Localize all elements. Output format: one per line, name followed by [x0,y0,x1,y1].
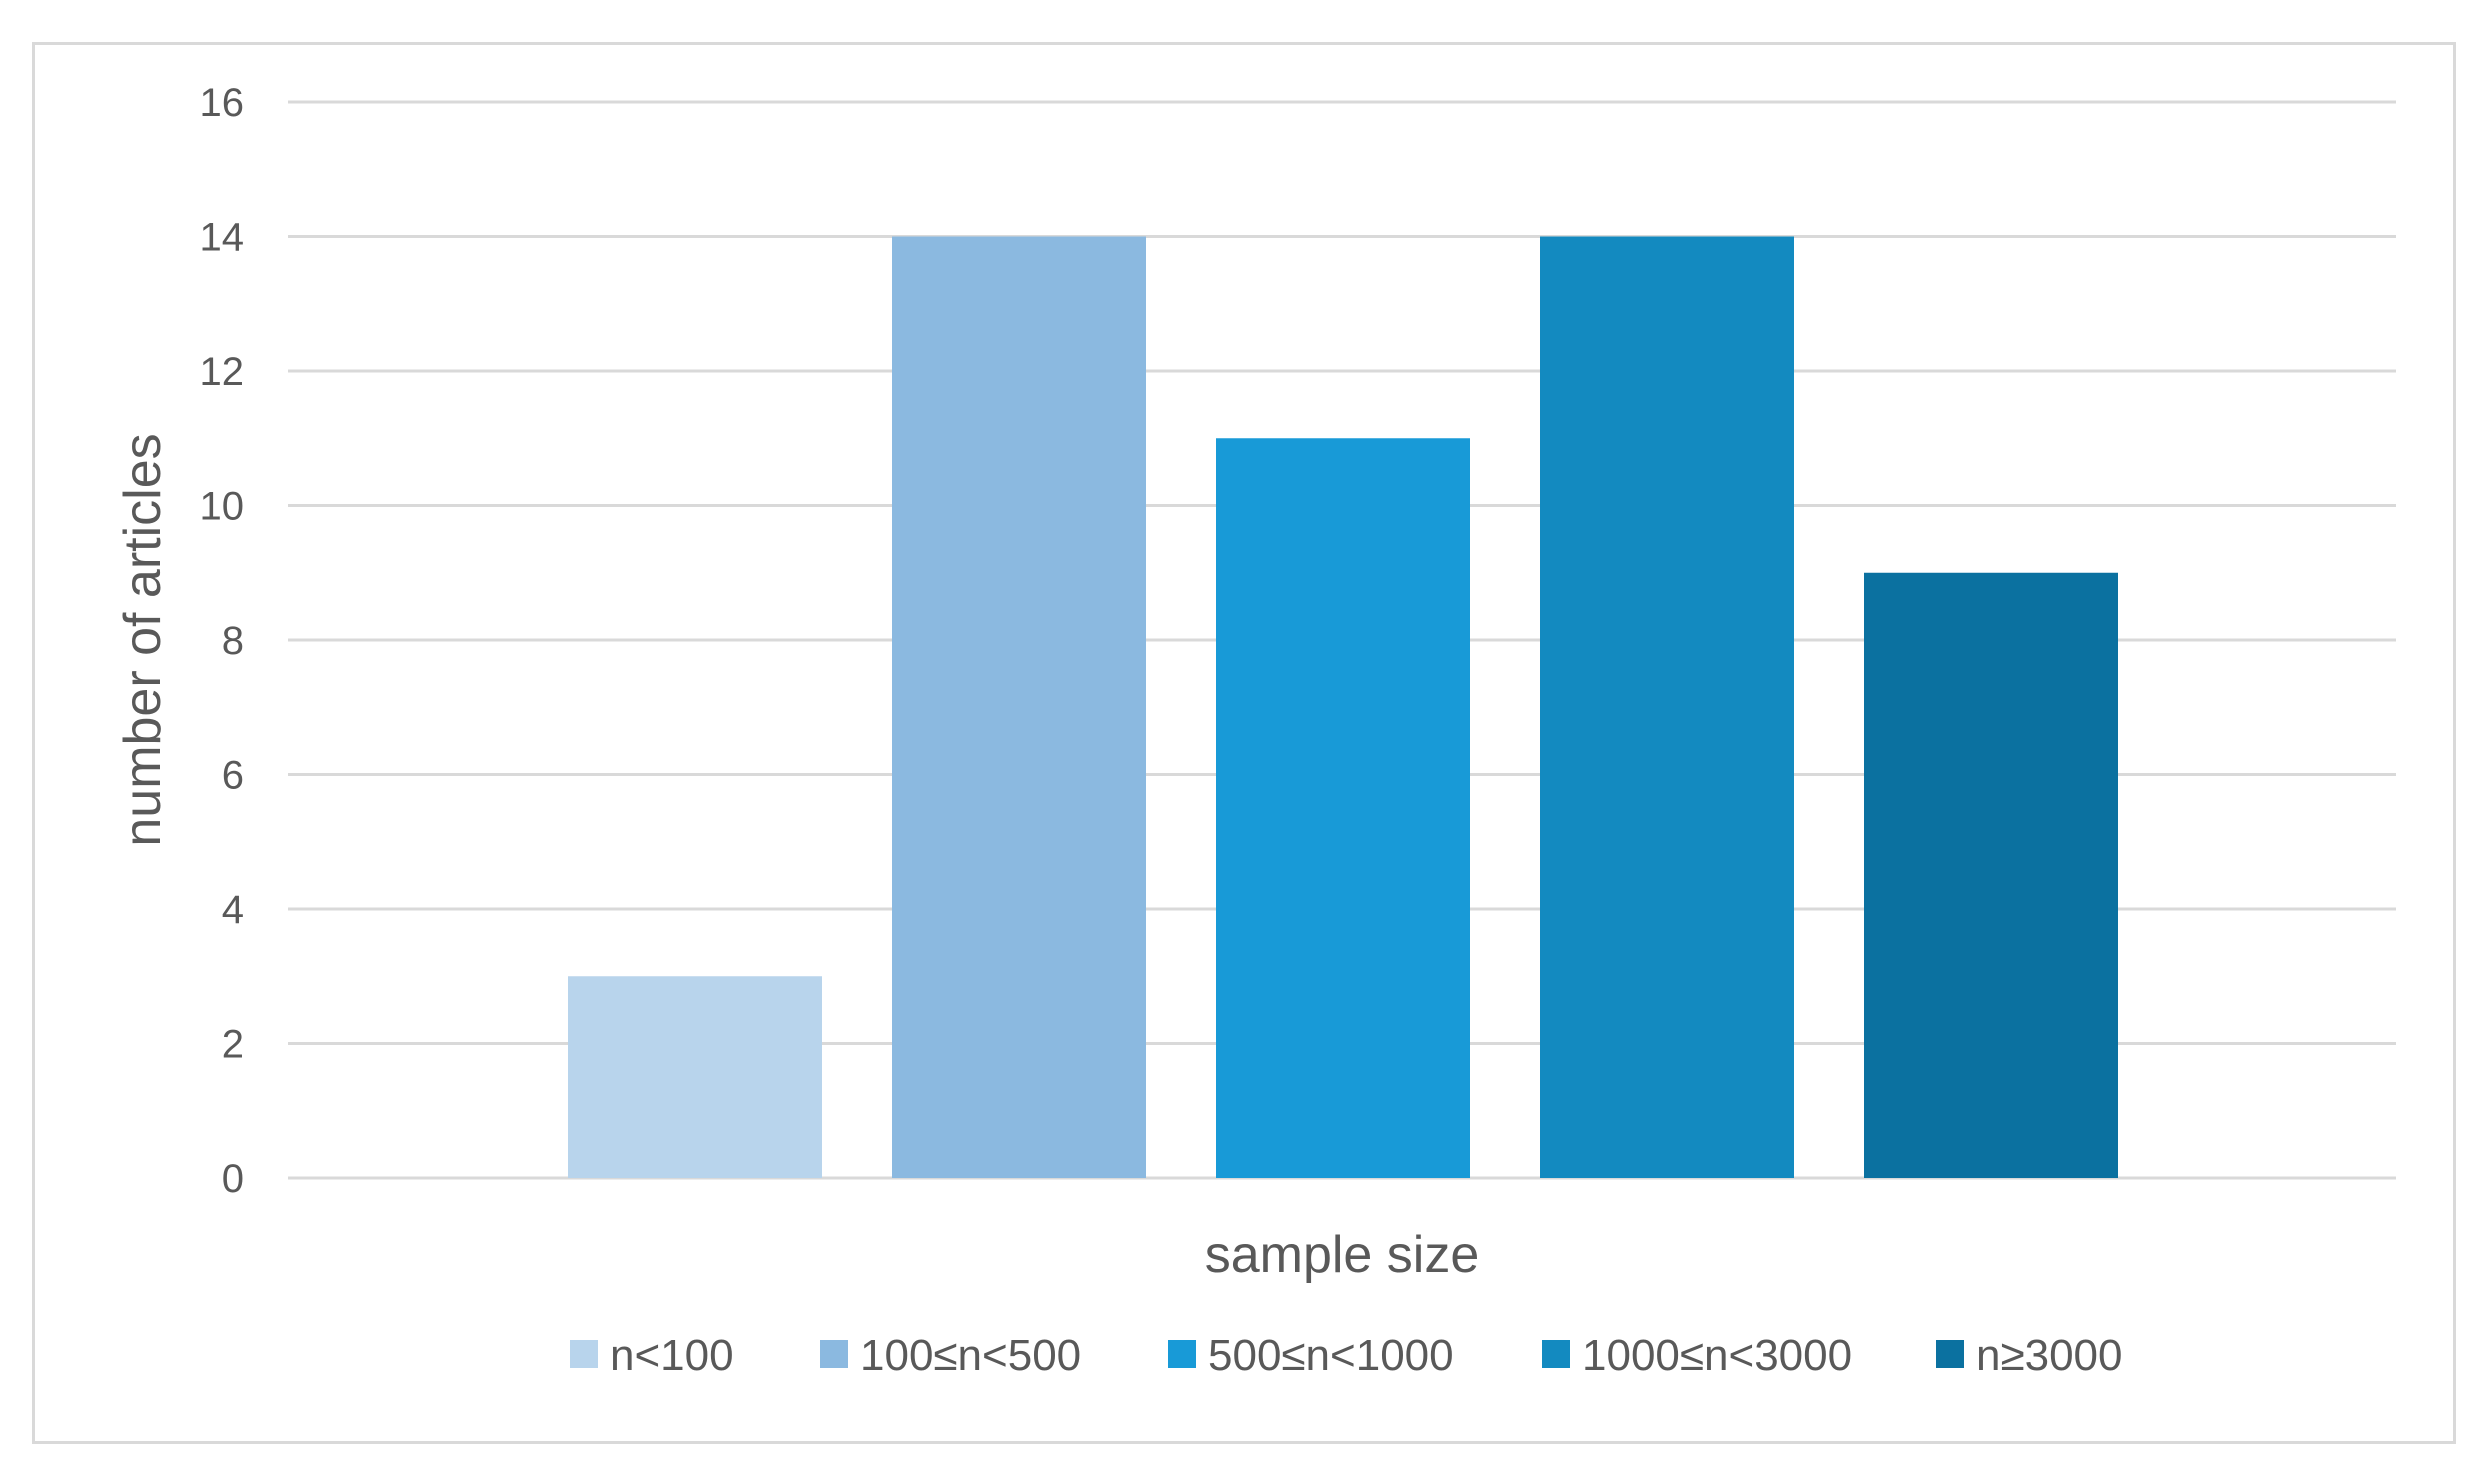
y-tick-label: 14 [200,216,245,260]
x-axis-title: sample size [1205,1226,1480,1284]
legend-swatch-4 [1542,1340,1570,1368]
legend-label-5: n≥3000 [1976,1331,2123,1380]
legend-label-2: 100≤n<500 [860,1331,1081,1380]
legend-label-3: 500≤n<1000 [1208,1331,1454,1380]
y-axis-title: number of articles [114,433,172,846]
y-tick-label: 12 [200,350,245,394]
y-tick-label: 0 [222,1157,244,1201]
legend-swatch-3 [1168,1340,1196,1368]
legend: n<100 100≤n<500 500≤n<1000 1000≤n<3000 n≥300… [570,1331,2123,1380]
legend-swatch-2 [820,1340,848,1368]
legend-label-4: 1000≤n<3000 [1582,1331,1852,1380]
bars [568,236,2118,1178]
y-tick-label: 2 [222,1023,244,1067]
legend-swatch-5 [1936,1340,1964,1368]
y-tick-label: 4 [222,888,244,932]
y-tick-label: 16 [200,81,245,125]
y-tick-label: 6 [222,754,244,798]
y-axis-ticks: 0 2 4 6 8 10 12 14 16 [200,81,245,1201]
bar-4 [1540,236,1794,1178]
legend-label-1: n<100 [610,1331,734,1380]
bar-3 [1216,438,1470,1178]
legend-swatch-1 [570,1340,598,1368]
bar-5 [1864,572,2118,1178]
y-tick-label: 10 [200,485,245,529]
bar-1 [568,976,822,1178]
y-tick-label: 8 [222,619,244,663]
bar-2 [892,236,1146,1178]
